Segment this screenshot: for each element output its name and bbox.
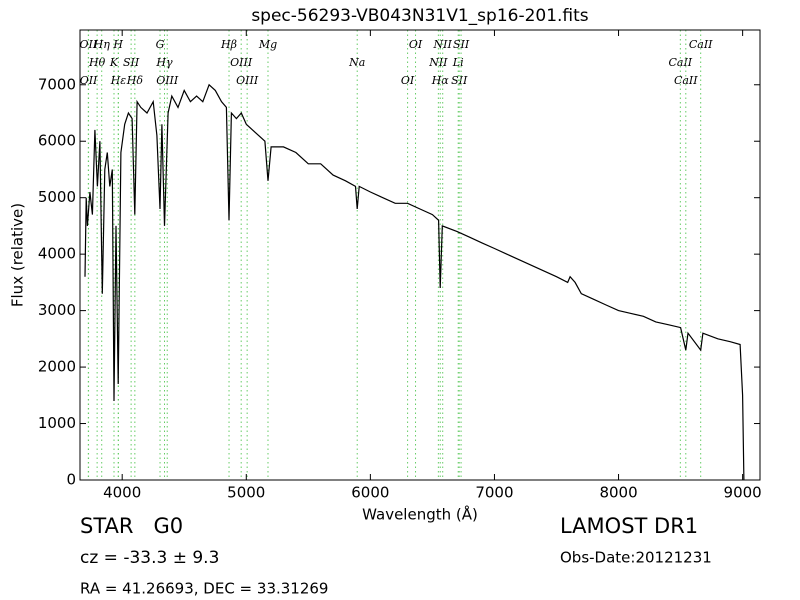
y-tick-label: 3000 [38,301,76,319]
spectral-line-label: SII [451,74,468,87]
y-tick-label: 1000 [38,414,76,432]
spectral-line-label: OII [80,74,98,87]
spectral-line-label: Hα [431,74,450,87]
obs-date: Obs-Date:20121231 [560,549,712,567]
survey: LAMOST DR1 [560,514,698,538]
x-tick-label: 5000 [227,484,265,502]
y-tick-label: 4000 [38,245,76,263]
spectral-line-label: NII [433,38,453,51]
spectral-line-label: OIII [236,74,259,87]
spectral-line-label: OIII [230,56,253,69]
y-tick-label: 7000 [38,75,76,93]
spectral-line-label: Hθ [88,56,106,69]
y-tick-label: 5000 [38,188,76,206]
spectral-line-label: CaII [674,74,698,87]
object-class: STAR G0 [80,514,183,538]
x-tick-label: 8000 [599,484,637,502]
spectral-line-label: Hη [93,38,111,51]
y-tick-label: 2000 [38,358,76,376]
spectral-line-label: CaII [689,38,713,51]
spectral-line-label: OI [409,38,423,51]
spectral-line-label: G [156,38,165,51]
spectral-line-label: SII [123,56,140,69]
y-tick-label: 6000 [38,132,76,150]
x-tick-label: 9000 [724,484,762,502]
x-axis-label: Wavelength (Å) [362,505,478,524]
spectral-line-label: OIII [156,74,179,87]
spectral-line-label: OI [401,74,415,87]
plot-frame [79,29,761,481]
spectral-line-label: Na [348,56,365,69]
x-tick-label: 7000 [475,484,513,502]
spectral-line-label: NII [428,56,448,69]
spectral-line-label: CaII [668,56,692,69]
redshift: cz = -33.3 ± 9.3 [80,548,219,568]
chart-title: spec-56293-VB043N31V1_sp16-201.fits [251,6,588,26]
spectral-line-label: Hδ [126,74,144,87]
spectral-line-label: K [109,56,119,69]
y-tick-label: 0 [66,471,76,489]
spectral-line-label: Hβ [220,38,237,51]
x-tick-label: 6000 [351,484,389,502]
spectrum-line [84,83,745,481]
spectral-line-label: Li [452,56,464,69]
x-tick-label: 4000 [103,484,141,502]
coordinates: RA = 41.26693, DEC = 33.31269 [80,580,328,598]
y-axis-label: Flux (relative) [9,203,27,307]
spectral-line-label: Hγ [155,56,173,69]
spectral-line-label: Mg [258,38,277,51]
spectral-line-label: H [112,38,123,51]
spectral-line-label: SII [453,38,470,51]
